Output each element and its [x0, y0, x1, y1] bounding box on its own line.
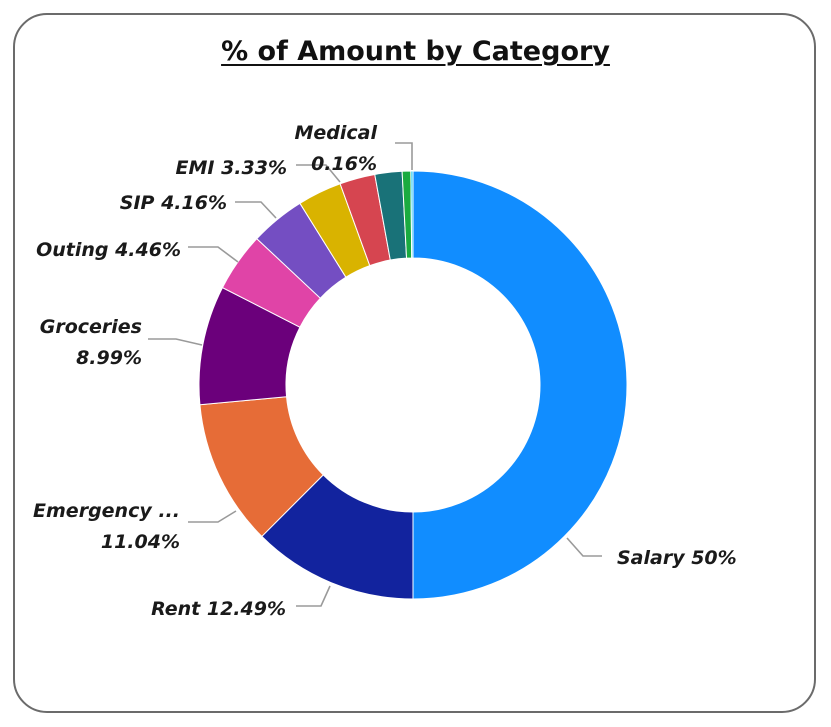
label-emergency-name: Emergency ... [33, 500, 180, 522]
label-emergency-pct: 11.04% [101, 531, 180, 553]
slice-medical[interactable] [410, 170, 414, 259]
label-emi: EMI 3.33% [176, 157, 288, 179]
label-medical-pct: 0.16% [311, 153, 377, 175]
leader-sip [235, 201, 277, 219]
slices-group [198, 170, 628, 600]
label-outing: Outing 4.46% [36, 239, 181, 261]
chart-title: % of Amount by Category [221, 36, 610, 67]
leader-emi [296, 164, 341, 183]
label-groceries-pct: 8.99% [76, 347, 142, 369]
label-medical-name: Medical [294, 122, 377, 144]
leader-salary [566, 537, 602, 557]
leader-outing [188, 246, 239, 263]
leader-medical [395, 142, 413, 170]
leader-rent [296, 585, 331, 607]
slice-salary[interactable] [412, 170, 628, 600]
leader-groceries [148, 338, 203, 346]
label-rent: Rent 12.49% [151, 598, 286, 620]
label-sip: SIP 4.16% [120, 192, 227, 214]
leader-emergency [188, 510, 237, 523]
label-salary: Salary 50% [617, 547, 737, 569]
label-groceries-name: Groceries [40, 316, 142, 338]
